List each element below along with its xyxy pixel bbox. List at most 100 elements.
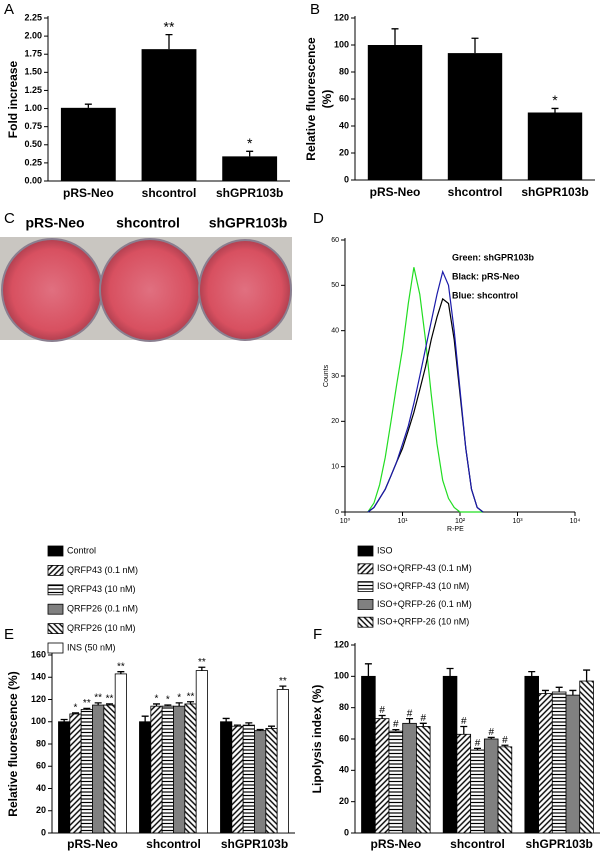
legend-swatch [47, 545, 64, 557]
bar [361, 675, 376, 834]
y-tick-label: 20 [36, 805, 46, 815]
error-bar [446, 667, 454, 677]
bar [69, 713, 82, 834]
y-tick-label: 100 [334, 39, 349, 49]
y-tick-label: 0.50 [24, 139, 42, 149]
x-tick-label: shGPR103b [221, 837, 288, 851]
x-tick-label: 10⁰ [340, 517, 351, 525]
annotation: # [502, 735, 508, 746]
y-tick-label: 20 [339, 796, 349, 806]
legend-label: QRFP43 (0.1 nM) [67, 565, 138, 575]
histogram-line [367, 267, 483, 513]
y-tick-label: 1.50 [24, 67, 42, 77]
annotation: * [155, 694, 159, 705]
error-bar [541, 689, 549, 694]
bar [447, 53, 503, 180]
panel-letter: F [313, 626, 322, 643]
bar [60, 107, 116, 181]
photo-label: shcontrol [116, 215, 180, 231]
y-tick-label: 120 [334, 12, 349, 22]
photo: pRS-Neo shcontrol shGPR103b [0, 215, 292, 342]
error-bar [364, 663, 372, 677]
legend-label: ISO+QRFP-26 (10 nM) [377, 617, 469, 627]
error-bar [117, 671, 125, 674]
y-tick-label: 60 [36, 761, 46, 771]
x-tick-label: pRS-Neo [370, 837, 421, 851]
annotation: * [166, 695, 170, 706]
legend-swatch [47, 603, 64, 615]
y-tick-label: 30 [331, 373, 339, 380]
x-tick-label: 10³ [512, 518, 523, 525]
y-tick-label: 60 [331, 237, 339, 244]
legend-label: INS (50 nM) [67, 642, 116, 652]
annotation: ** [94, 692, 102, 703]
y-axis-label: Fold increase [6, 61, 20, 139]
error-bar [245, 722, 253, 726]
error-bar [583, 669, 591, 682]
x-tick-label: 10⁴ [570, 518, 581, 525]
y-tick-label: 50 [331, 282, 339, 289]
error-bar [222, 717, 230, 722]
annotation: # [461, 716, 467, 727]
histogram-line [367, 269, 484, 513]
bar [442, 675, 458, 834]
legend-label: ISO+QRFP-43 (10 nM) [377, 581, 469, 591]
error-bar [187, 701, 195, 704]
legend-label: QRFP26 (10 nM) [67, 623, 136, 633]
error-bar [233, 724, 241, 727]
bar [242, 724, 255, 834]
error-bar [569, 689, 577, 696]
bar [416, 726, 431, 834]
bar [184, 703, 197, 834]
bar [497, 746, 513, 834]
y-tick-label: 10 [331, 464, 339, 471]
legend-swatch [357, 545, 374, 557]
legend-swatch [47, 623, 64, 634]
y-tick-label: 100 [334, 671, 349, 681]
annotation: # [488, 727, 494, 738]
error-bar [141, 715, 149, 722]
bar [388, 730, 404, 834]
error-bar [406, 717, 414, 724]
bar [551, 691, 567, 834]
y-tick-label: 80 [36, 738, 46, 748]
error-bar [268, 725, 276, 729]
y-tick-label: 0.00 [24, 175, 42, 185]
y-tick-label: 160 [31, 649, 46, 659]
y-tick-label: 80 [339, 702, 349, 712]
x-tick-label: pRS-Neo [63, 186, 114, 200]
x-tick-label: shcontrol [448, 185, 503, 199]
error-bar [175, 702, 183, 707]
legend-label: ISO [377, 545, 393, 555]
x-tick-label: shGPR103b [525, 837, 592, 851]
annotation: ** [106, 694, 114, 705]
bar [579, 680, 594, 834]
bar [374, 718, 390, 834]
error-bar [279, 685, 287, 690]
bar [538, 693, 553, 834]
y-tick-label: 20 [339, 147, 349, 157]
legend-label: Green: shGPR103b [452, 252, 535, 262]
bar [265, 728, 278, 834]
annotation: * [552, 92, 558, 108]
bar [231, 725, 244, 834]
bar [527, 112, 583, 180]
error-bar [198, 666, 206, 671]
y-axis-label: Lipolysis index (%) [310, 685, 324, 794]
error-bar [487, 736, 495, 739]
legend-swatch [357, 599, 374, 610]
y-tick-label: 0.25 [24, 157, 42, 167]
annotation: * [74, 702, 78, 713]
bar [103, 704, 116, 834]
x-tick-label: 10² [455, 518, 466, 525]
y-tick-label: 40 [36, 783, 46, 793]
y-axis-label: Relative fluorescence [304, 37, 318, 161]
legend-label: Control [67, 545, 96, 555]
bar [150, 705, 163, 834]
y-tick-label: 120 [334, 639, 349, 649]
x-tick-label: shGPR103b [216, 186, 283, 200]
panel-letter: B [310, 1, 320, 18]
annotation: # [420, 713, 426, 724]
y-tick-label: 140 [31, 672, 46, 682]
dish [198, 239, 292, 341]
